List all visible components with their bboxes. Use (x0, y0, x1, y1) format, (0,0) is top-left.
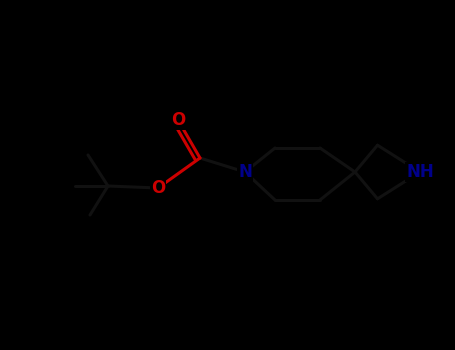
Text: O: O (171, 111, 185, 129)
Text: O: O (151, 179, 165, 197)
Text: NH: NH (406, 163, 434, 181)
Text: N: N (238, 163, 252, 181)
